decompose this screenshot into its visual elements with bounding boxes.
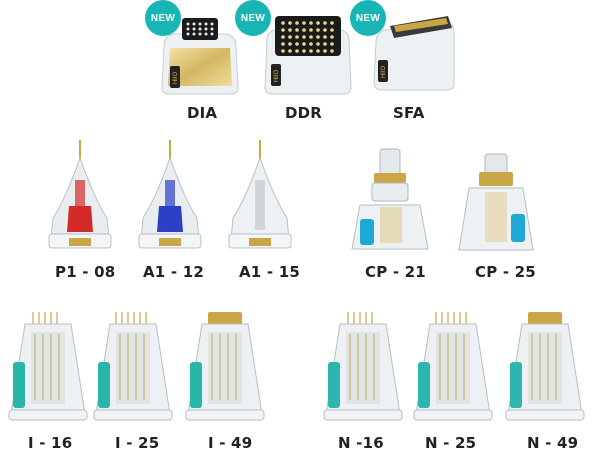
cartridge-n-16-image <box>320 310 406 422</box>
ddr-cartridge-image: HIIO <box>263 14 353 96</box>
needle-a1-12-image <box>135 140 205 255</box>
new-badge: NEW <box>145 0 181 36</box>
label-i-16: I - 16 <box>28 434 73 452</box>
label-a1-12: A1 - 12 <box>143 263 204 281</box>
cartridge-cp-21-image <box>350 145 432 255</box>
product-sfa: NEW HIIO <box>350 0 455 125</box>
cartridge-i-49-image <box>182 310 268 422</box>
cartridge-cp-25-image <box>455 152 537 256</box>
label-i-49: I - 49 <box>208 434 253 452</box>
needle-p1-08-image <box>45 140 115 255</box>
cartridge-n-25-image <box>410 310 496 422</box>
svg-text:HIIO: HIIO <box>173 72 179 85</box>
label-a1-15: A1 - 15 <box>239 263 300 281</box>
svg-text:HIIO: HIIO <box>381 66 387 79</box>
label-cp-21: CP - 21 <box>365 263 426 281</box>
label-sfa: SFA <box>393 104 425 122</box>
label-ddr: DDR <box>285 104 323 122</box>
label-n-16: N -16 <box>338 434 384 452</box>
label-i-25: I - 25 <box>115 434 160 452</box>
cartridge-i-25-image <box>90 310 176 422</box>
new-badge: NEW <box>235 0 271 36</box>
label-p1-08: P1 - 08 <box>55 263 116 281</box>
cartridge-i-16-image <box>5 310 91 422</box>
label-n-25: N - 25 <box>425 434 477 452</box>
label-cp-25: CP - 25 <box>475 263 536 281</box>
dia-cartridge-image: HIIO <box>158 16 242 96</box>
sfa-cartridge-image: HIIO <box>370 12 458 92</box>
new-badge: NEW <box>350 0 386 36</box>
product-ddr: NEW HIIO <box>235 0 352 125</box>
product-dia: NEW HIIO <box>145 0 242 125</box>
svg-text:HIIO: HIIO <box>274 70 280 83</box>
needle-a1-15-image <box>225 140 295 255</box>
cartridge-n-49-image <box>502 310 588 422</box>
label-dia: DIA <box>187 104 218 122</box>
label-n-49: N - 49 <box>527 434 579 452</box>
